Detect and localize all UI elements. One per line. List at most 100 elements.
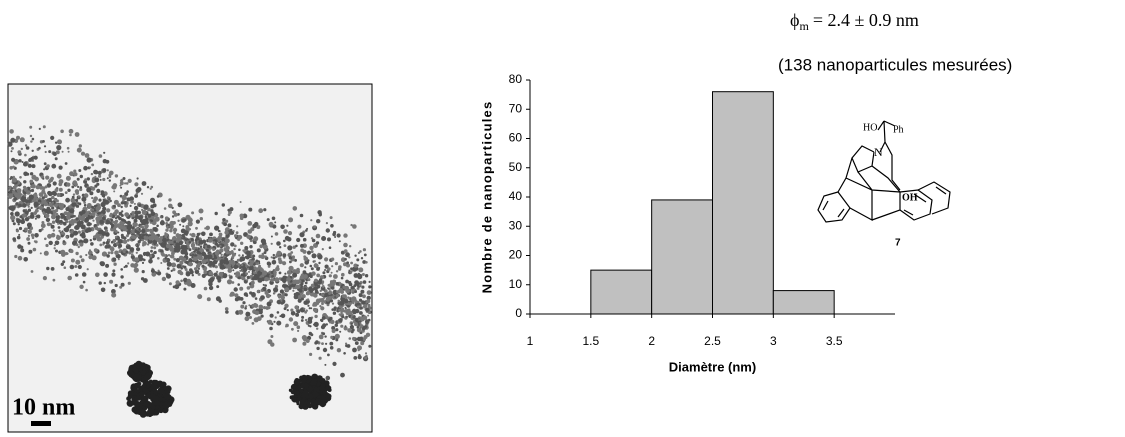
particle [311,253,317,259]
particle [293,294,299,300]
particle [92,208,95,211]
particle [246,286,251,290]
agglomerate [145,372,152,379]
particle [258,254,263,259]
particle [189,268,193,272]
particle [81,272,87,277]
particle [357,349,360,352]
particle [279,315,282,318]
particle [27,208,32,212]
particle [53,192,58,196]
particle [76,177,80,181]
particle [136,177,139,180]
particle [299,213,304,218]
particle [206,297,211,302]
particle [175,258,180,263]
particle [323,289,328,293]
particle [266,301,272,307]
particle [16,235,21,240]
particle [134,214,139,220]
particle [207,254,213,260]
particle [177,202,183,208]
particle [188,261,193,267]
particle [124,264,128,268]
particle [69,171,74,177]
particle [340,372,345,378]
particle [51,220,56,224]
particle [198,251,201,254]
particle [67,150,70,153]
particle [45,213,50,218]
agglomerate [158,397,163,402]
particle [219,259,225,265]
particle [113,220,118,225]
annotation-stat: = 2.4 ± 0.9 nm [813,10,919,30]
particle [275,266,280,272]
particle [61,230,64,233]
particle [34,176,39,182]
particle [251,292,256,297]
particle [98,227,101,230]
particle [103,281,107,285]
particle [249,262,253,267]
particle [215,296,221,302]
particle [321,316,326,320]
agglomerate [157,387,165,395]
particle [83,203,87,207]
particle [319,298,325,303]
particle [338,318,343,323]
particle [246,234,251,239]
particle [237,237,241,241]
particle [166,225,169,229]
particle [214,225,220,231]
compound-number: 7 [895,238,901,249]
particle [131,226,135,230]
particle [132,231,135,234]
particle [347,308,351,312]
particle [100,190,105,195]
particle [312,287,316,291]
y-tick-label: 80 [509,72,523,86]
particle [358,267,364,273]
agglomerate [150,384,158,392]
particle [11,187,14,190]
particle [261,277,266,282]
particle [321,285,325,288]
particle [100,213,104,217]
particle [144,215,148,219]
particle [336,348,342,353]
particle [221,203,225,207]
particle [75,217,79,221]
particle [52,151,57,156]
tem-image [7,83,373,433]
particle [113,262,117,266]
particle [120,214,124,217]
particle [10,215,16,221]
particle [29,179,34,184]
particle [83,179,88,184]
particle [364,356,368,360]
particle [26,222,32,228]
particle [46,183,52,188]
particle [90,172,94,176]
particle [331,308,335,311]
label-n: N [874,145,883,159]
particle [127,232,130,235]
particle [38,192,44,198]
agglomerate [134,401,141,407]
particle [229,228,233,232]
particle [186,247,189,250]
particle [43,199,47,204]
particle [69,208,75,214]
agglomerate [293,388,297,392]
particle [46,266,50,271]
particle [29,134,33,138]
particle [77,202,80,205]
particle [328,274,332,278]
particle [232,269,235,272]
particle [188,258,193,263]
particle [96,222,100,226]
particle [213,272,218,277]
particle [325,323,328,326]
particle [350,261,353,265]
